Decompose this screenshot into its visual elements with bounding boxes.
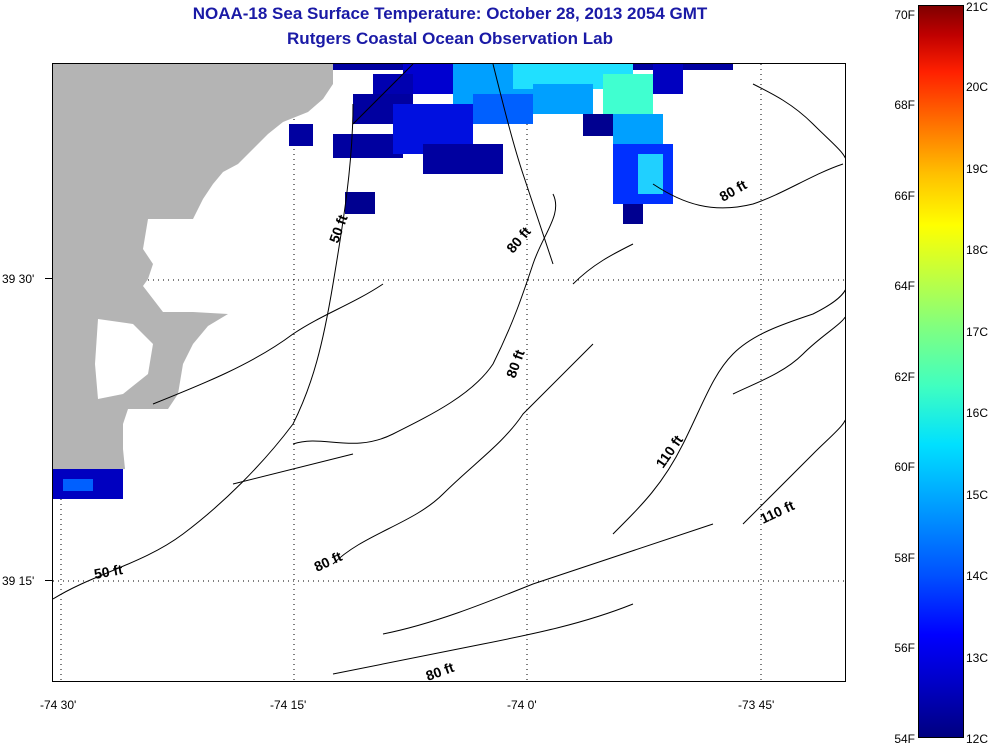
lon-label: -74 15' [270,698,307,712]
lat-label: 39 15' [2,574,35,588]
lon-label: -74 0' [507,698,537,712]
contour-label: 50 ft [326,212,351,245]
lat-label: 39 30' [2,272,35,286]
contour-label: 80 ft [717,176,750,204]
contour-label: 110 ft [652,432,686,471]
colorbar-f-label: 70F [894,8,915,22]
colorbar-c-label: 21C [966,0,989,14]
colorbar-f-label: 64F [894,279,915,293]
colorbar-c-label: 12C [966,732,989,746]
lon-label: -73 45' [738,698,775,712]
contour-label: 80 ft [312,548,345,575]
map-subtitle: Rutgers Coastal Ocean Observation Lab [287,29,613,48]
lat-tick [45,278,52,279]
contour-label: 80 ft [503,223,534,256]
colorbar-c-label: 18C [966,243,989,257]
lon-label: -74 30' [40,698,77,712]
bathymetry-contours [53,64,845,675]
colorbar-f-label: 62F [894,370,915,384]
colorbar-f-label: 66F [894,189,915,203]
colorbar-f-label: 68F [894,98,915,112]
land-inlet [95,219,193,399]
contour-label: 80 ft [424,659,457,682]
contour-label: 110 ft [758,497,798,527]
colorbar-c-label: 15C [966,488,989,502]
temperature-colorbar [918,5,964,738]
colorbar-f-label: 60F [894,460,915,474]
contour-label: 80 ft [503,347,528,380]
colorbar-c-label: 16C [966,406,989,420]
contour-label: 50 ft [93,561,124,582]
colorbar-c-label: 19C [966,162,989,176]
colorbar-f-label: 54F [894,732,915,746]
colorbar-c-label: 20C [966,80,989,94]
colorbar-c-label: 17C [966,325,989,339]
colorbar-f-label: 56F [894,641,915,655]
colorbar-f-label: 58F [894,551,915,565]
sst-map: 50 ft 80 ft 80 ft 80 ft 110 ft 110 ft 80… [52,63,846,682]
colorbar-c-label: 14C [966,569,989,583]
lat-tick [45,580,52,581]
graticule [53,64,845,681]
colorbar-c-label: 13C [966,651,989,665]
sst-pixels [53,64,733,499]
map-canvas: 50 ft 80 ft 80 ft 80 ft 110 ft 110 ft 80… [53,64,845,682]
map-title: NOAA-18 Sea Surface Temperature: October… [192,4,708,23]
